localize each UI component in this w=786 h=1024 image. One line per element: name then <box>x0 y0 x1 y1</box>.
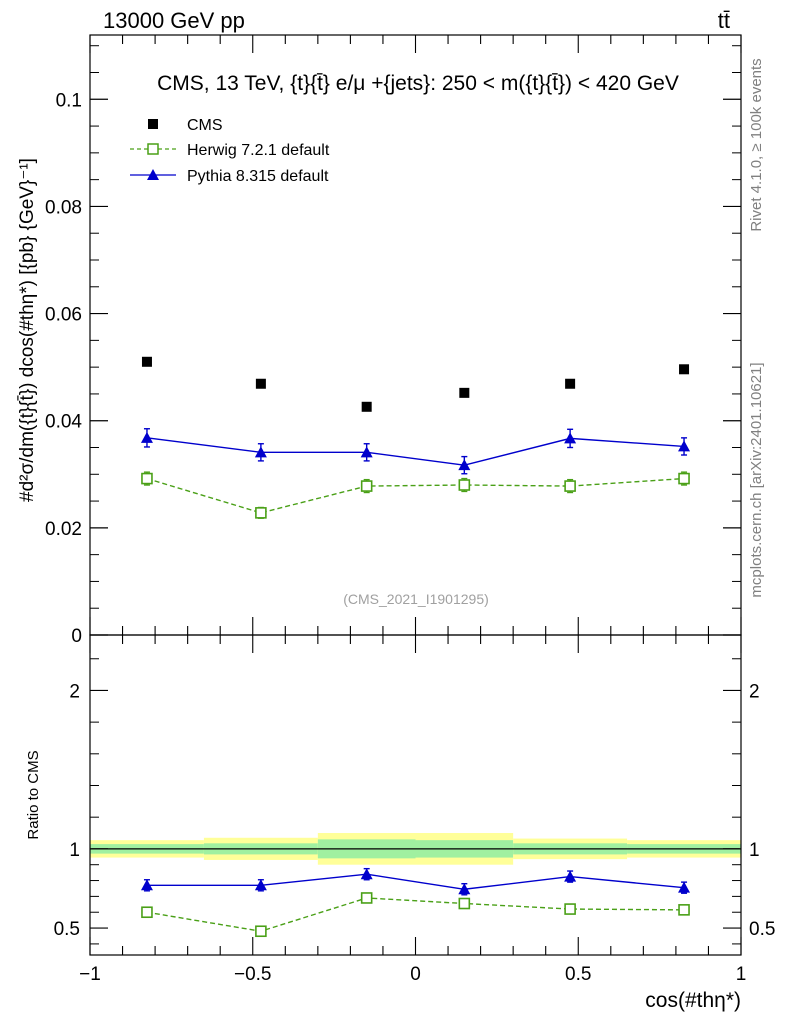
ratio-y-tick-labels: 0.5 0.5 1 1 2 2 <box>54 681 776 940</box>
ratio-herwig-point <box>678 904 690 916</box>
main-y-axis-label: #d²σ/dm({t}{t̄}) dcos(#thη*) [{pb} {GeV}… <box>17 158 38 502</box>
ratio-y-tick-label-right: 1 <box>749 840 760 861</box>
main-cms-point <box>565 378 576 389</box>
ratio-pythia-point <box>140 879 153 891</box>
main-pythia-point <box>678 440 691 452</box>
main-pythia-point <box>254 446 267 458</box>
x-tick-label: −1 <box>79 964 101 985</box>
main-y-tick-label: 0.04 <box>45 412 82 433</box>
main-axis-ticks <box>89 35 742 636</box>
main-y-tick-labels: 0 0.02 0.04 0.06 0.08 0.1 <box>45 90 82 647</box>
main-herwig-point <box>255 507 267 519</box>
ratio-y-tick-label-right: 2 <box>749 681 760 702</box>
ratio-pythia-point <box>564 870 577 882</box>
mcplots-reference-label: mcplots.cern.ch [arXiv:2401.10621] <box>748 362 765 597</box>
rivet-version-label: Rivet 4.1.0, ≥ 100k events <box>748 58 765 231</box>
main-cms-point <box>679 364 690 375</box>
main-cms-point <box>255 378 266 389</box>
ratio-herwig-line <box>146 897 685 932</box>
ratio-pythia-line <box>146 873 685 890</box>
ratio-y-tick-label-right: 0.5 <box>749 919 775 940</box>
ratio-herwig-point <box>141 906 153 919</box>
main-pythia-point <box>564 432 577 444</box>
main-y-tick-label: 0.1 <box>56 90 82 111</box>
ratio-axis-ticks <box>89 635 742 955</box>
main-cms-point <box>459 387 470 398</box>
legend-cms-marker <box>148 119 158 129</box>
ratio-pythia-point <box>360 868 373 880</box>
main-herwig-point <box>564 480 576 492</box>
ratio-uncertainty-bands <box>90 833 741 865</box>
main-pythia-point <box>140 431 153 443</box>
main-y-tick-label: 0.02 <box>45 519 82 540</box>
analysis-watermark: (CMS_2021_I1901295) <box>343 591 489 607</box>
legend-entry-cms: CMS <box>148 117 223 134</box>
main-cms-point <box>141 356 152 367</box>
legend-pythia-label: Pythia 8.315 default <box>187 168 329 185</box>
main-y-tick-label: 0.08 <box>45 197 82 218</box>
ratio-frame <box>89 634 742 956</box>
main-panel: 0 0.02 0.04 0.06 0.08 0.1 CMS, 13 TeV, {t}{t̄… <box>17 34 742 647</box>
x-axis-label: cos(#thη*) <box>645 989 741 1012</box>
main-pythia-point <box>360 446 373 458</box>
x-tick-label: −0.5 <box>234 964 272 985</box>
main-herwig-point <box>458 479 471 491</box>
ratio-y-tick-label: 0.5 <box>54 919 80 940</box>
main-herwig-point <box>141 472 153 485</box>
main-y-tick-label: 0 <box>71 626 82 647</box>
header-final-state: tt̄ <box>718 8 730 33</box>
main-y-tick-label: 0.06 <box>45 305 82 326</box>
legend-herwig-label: Herwig 7.2.1 default <box>187 142 330 159</box>
ratio-pythia-point <box>678 881 691 893</box>
ratio-herwig-point <box>255 925 267 938</box>
ratio-pythia-point <box>254 879 267 891</box>
ratio-herwig-point <box>564 903 576 915</box>
main-title: CMS, 13 TeV, {t}{t̄} e/μ +{jets}: 250 < … <box>157 72 679 95</box>
ratio-panel: 0.5 0.5 1 1 2 2 −1 −0.5 0 0.5 1 Ratio to CMS cos(… <box>25 634 776 1012</box>
legend: CMS Herwig 7.2.1 default Pythia 8.315 de… <box>130 117 330 185</box>
header-process: 13000 GeV pp <box>103 8 245 33</box>
legend-cms-label: CMS <box>187 117 223 134</box>
x-tick-label: 0 <box>410 964 421 985</box>
main-herwig-point <box>360 480 373 492</box>
ratio-pythia-point <box>458 883 471 895</box>
main-herwig-point <box>678 472 690 485</box>
ratio-y-tick-label: 1 <box>69 840 80 861</box>
main-pythia-point <box>458 459 471 471</box>
main-series <box>140 356 691 519</box>
ratio-series <box>140 867 691 938</box>
ratio-herwig-point <box>458 897 471 910</box>
ratio-y-axis-label: Ratio to CMS <box>25 750 42 839</box>
x-tick-label: 1 <box>736 964 747 985</box>
main-cms-point <box>361 401 372 412</box>
legend-herwig-marker <box>147 143 159 155</box>
legend-entry-pythia: Pythia 8.315 default <box>130 168 329 185</box>
x-tick-labels: −1 −0.5 0 0.5 1 <box>79 964 746 985</box>
ratio-herwig-point <box>360 892 373 904</box>
legend-entry-herwig: Herwig 7.2.1 default <box>130 142 330 159</box>
main-herwig-line <box>146 477 685 514</box>
ratio-y-tick-label: 2 <box>69 681 80 702</box>
x-tick-label: 0.5 <box>565 964 591 985</box>
legend-pythia-marker <box>147 169 159 180</box>
main-pythia-line <box>146 437 685 466</box>
